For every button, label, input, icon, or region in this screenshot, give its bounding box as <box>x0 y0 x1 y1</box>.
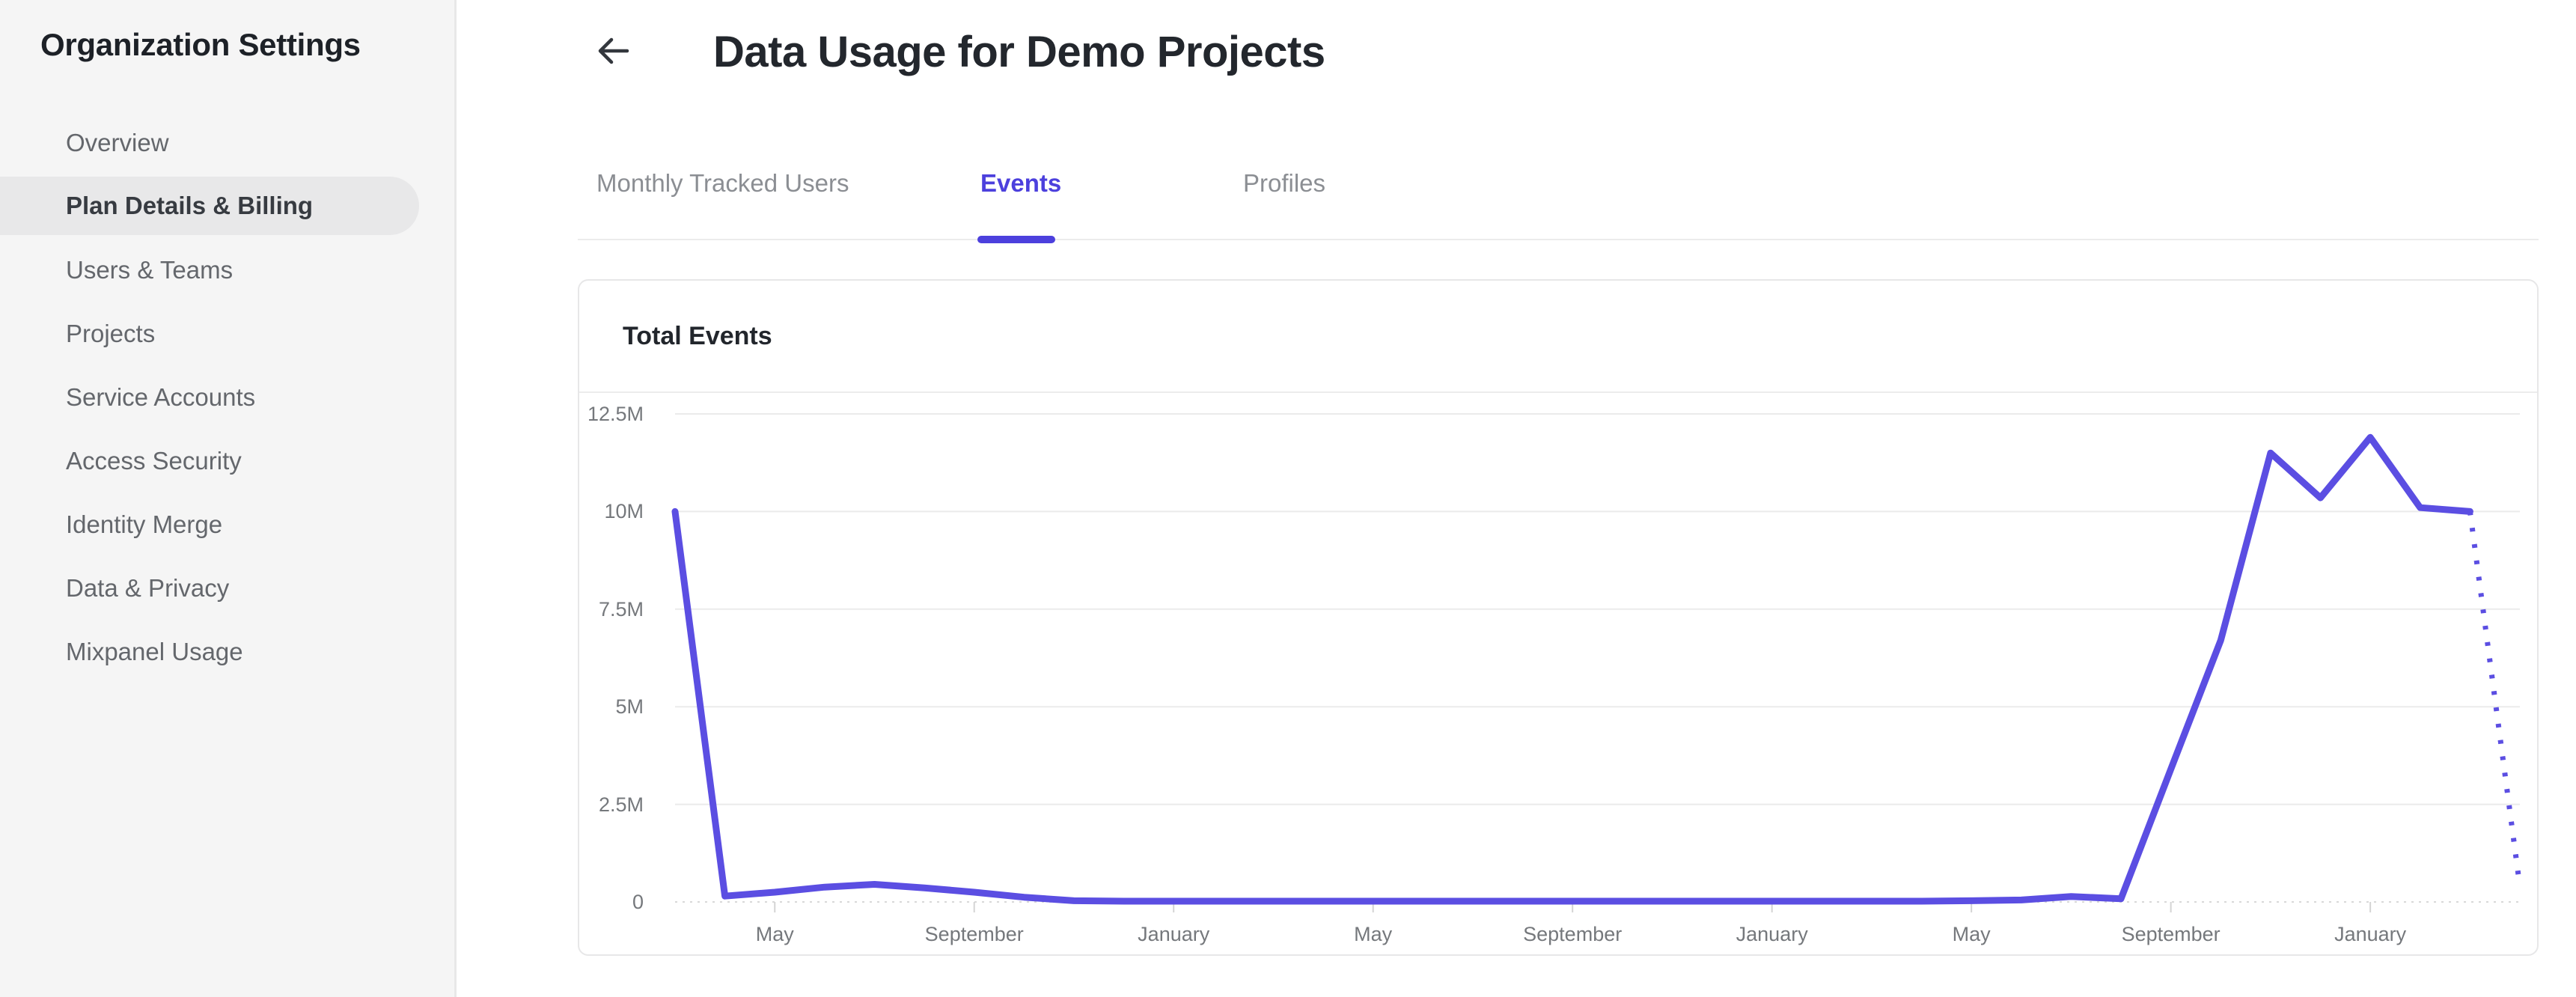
card-title: Total Events <box>623 321 772 350</box>
sidebar-item-access-security[interactable]: Access Security <box>66 446 242 475</box>
x-axis-label: May <box>755 923 794 945</box>
x-axis-label: January <box>1138 923 1210 945</box>
y-axis-label: 7.5M <box>598 597 644 621</box>
sidebar-item-data-and-privacy[interactable]: Data & Privacy <box>66 573 230 602</box>
left-arrow-icon <box>593 31 632 74</box>
x-axis-label: September <box>1523 923 1623 945</box>
sidebar-item-identity-merge[interactable]: Identity Merge <box>66 510 223 538</box>
card-header: Total Events <box>579 281 2537 393</box>
total-events-card: Total Events 12.5M 10M 7.5M 5M 2.5M 0 May Septe… <box>578 279 2539 956</box>
sidebar: Organization Settings Overview Plan Detai… <box>0 0 457 997</box>
sidebar-item-overview[interactable]: Overview <box>66 128 169 156</box>
x-axis-label: May <box>1354 923 1393 945</box>
events-line-projected <box>2467 510 2523 887</box>
tab-profiles[interactable]: Profiles <box>1243 169 1326 197</box>
back-button[interactable] <box>593 33 632 72</box>
page-title: Data Usage for Demo Projects <box>713 28 1325 76</box>
chart-plot <box>671 413 2523 912</box>
tab-monthly-tracked-users[interactable]: Monthly Tracked Users <box>596 169 849 197</box>
main-content: Data Usage for Demo Projects Monthly Tra… <box>457 0 2576 997</box>
events-line <box>671 433 2473 905</box>
x-axis-label: September <box>924 923 1024 945</box>
sidebar-item-users-and-teams[interactable]: Users & Teams <box>66 255 234 284</box>
x-axis-label: September <box>2121 923 2221 945</box>
sidebar-nav: Overview Plan Details & Billing Users & Te… <box>0 111 454 683</box>
y-axis-label: 0 <box>632 891 644 913</box>
x-axis-label: May <box>1952 923 1991 945</box>
y-axis-label: 10M <box>604 500 644 523</box>
sidebar-item-service-accounts[interactable]: Service Accounts <box>66 382 256 411</box>
sidebar-title: Organization Settings <box>40 27 361 62</box>
sidebar-item-plan-details-and-billing[interactable]: Plan Details & Billing <box>0 177 419 235</box>
y-axis-label: 5M <box>615 695 644 719</box>
tab-events[interactable]: Events <box>980 169 1062 197</box>
tab-active-indicator <box>977 236 1055 243</box>
events-chart[interactable]: 12.5M 10M 7.5M 5M 2.5M 0 May September January Ma… <box>579 393 2537 954</box>
x-axis-label: January <box>2334 923 2407 945</box>
sidebar-item-mixpanel-usage[interactable]: Mixpanel Usage <box>66 637 243 665</box>
y-axis-label: 2.5M <box>598 793 644 816</box>
y-axis-label: 12.5M <box>587 403 644 425</box>
tab-bar: Monthly Tracked Users Events Profiles <box>578 150 2539 243</box>
sidebar-item-projects[interactable]: Projects <box>66 319 156 347</box>
x-axis-label: January <box>1736 923 1808 945</box>
